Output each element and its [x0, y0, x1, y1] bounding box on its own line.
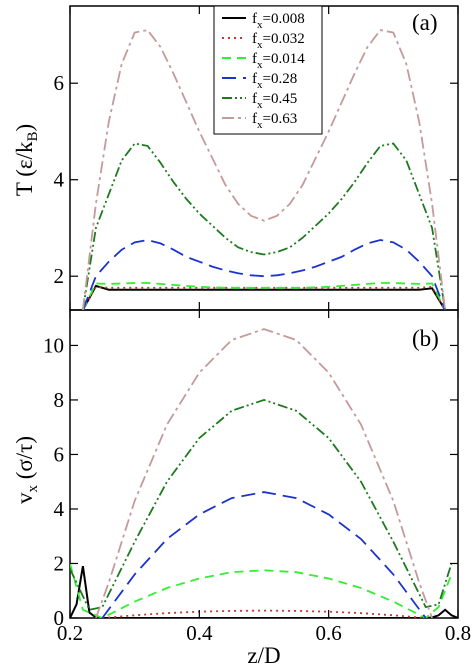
panel-a-series-line-4	[82, 142, 446, 310]
legend-entry-label: fx=0.45	[252, 91, 297, 111]
panel-a-series-line-0	[82, 284, 446, 310]
panel-a-series-line-5	[82, 29, 446, 310]
panel-b-series-line-4	[70, 398, 453, 611]
panel-b-y-tick-label: 8	[54, 388, 65, 412]
panel-b-series-line-1	[102, 609, 426, 618]
panel-a-ylabel: T (ε/kB)	[12, 124, 41, 196]
x-tick-label: 0.6	[316, 621, 342, 645]
legend-frame	[213, 5, 323, 135]
panel-a-y-tick-label: 6	[54, 71, 65, 95]
x-tick-label: 0.2	[57, 621, 83, 645]
panel-b-series-line-5	[95, 328, 433, 618]
panel-b-series-line-3	[101, 491, 427, 618]
panel-b-y-tick-label: 10	[43, 333, 64, 357]
panel-b-frame	[69, 309, 459, 619]
legend-entry-label: fx=0.63	[252, 111, 297, 131]
panel-b-y-tick-label: 4	[54, 497, 65, 521]
x-axis-label: z/D	[247, 643, 280, 668]
legend-entry-label: fx=0.28	[252, 71, 297, 91]
panel-b-series-line-0	[70, 566, 458, 618]
panel-b-series	[70, 328, 458, 618]
panel-a-y-tick-label: 4	[54, 168, 65, 192]
panel-a-series-line-3	[82, 239, 446, 310]
legend: fx=0.008fx=0.032fx=0.014fx=0.28fx=0.45fx…	[213, 5, 323, 135]
panel-a-y-tick-label: 2	[54, 264, 65, 288]
panel-a-tag: (a)	[412, 10, 438, 35]
panel-b-y-tick-label: 0	[54, 606, 65, 630]
legend-entry-label: fx=0.008	[252, 11, 305, 31]
axis-ticks: 2 4 6 0 2 4 6 8 10 0.2 0.4 0.6 0.8	[43, 6, 471, 645]
panel-a-series-line-2	[82, 282, 446, 310]
panel-b-tag: (b)	[412, 326, 439, 351]
panel-b-y-tick-label: 2	[54, 551, 65, 575]
panel-a-series	[82, 29, 446, 310]
panel-b-ylabel: vx (σ/τ)	[12, 436, 41, 504]
x-tick-label: 0.8	[445, 621, 471, 645]
panel-b-series-line-2	[70, 563, 453, 618]
legend-entry-label: fx=0.014	[252, 51, 305, 71]
x-tick-label: 0.4	[186, 621, 213, 645]
panel-b-y-tick-label: 6	[54, 442, 65, 466]
legend-entry-label: fx=0.032	[252, 31, 305, 51]
